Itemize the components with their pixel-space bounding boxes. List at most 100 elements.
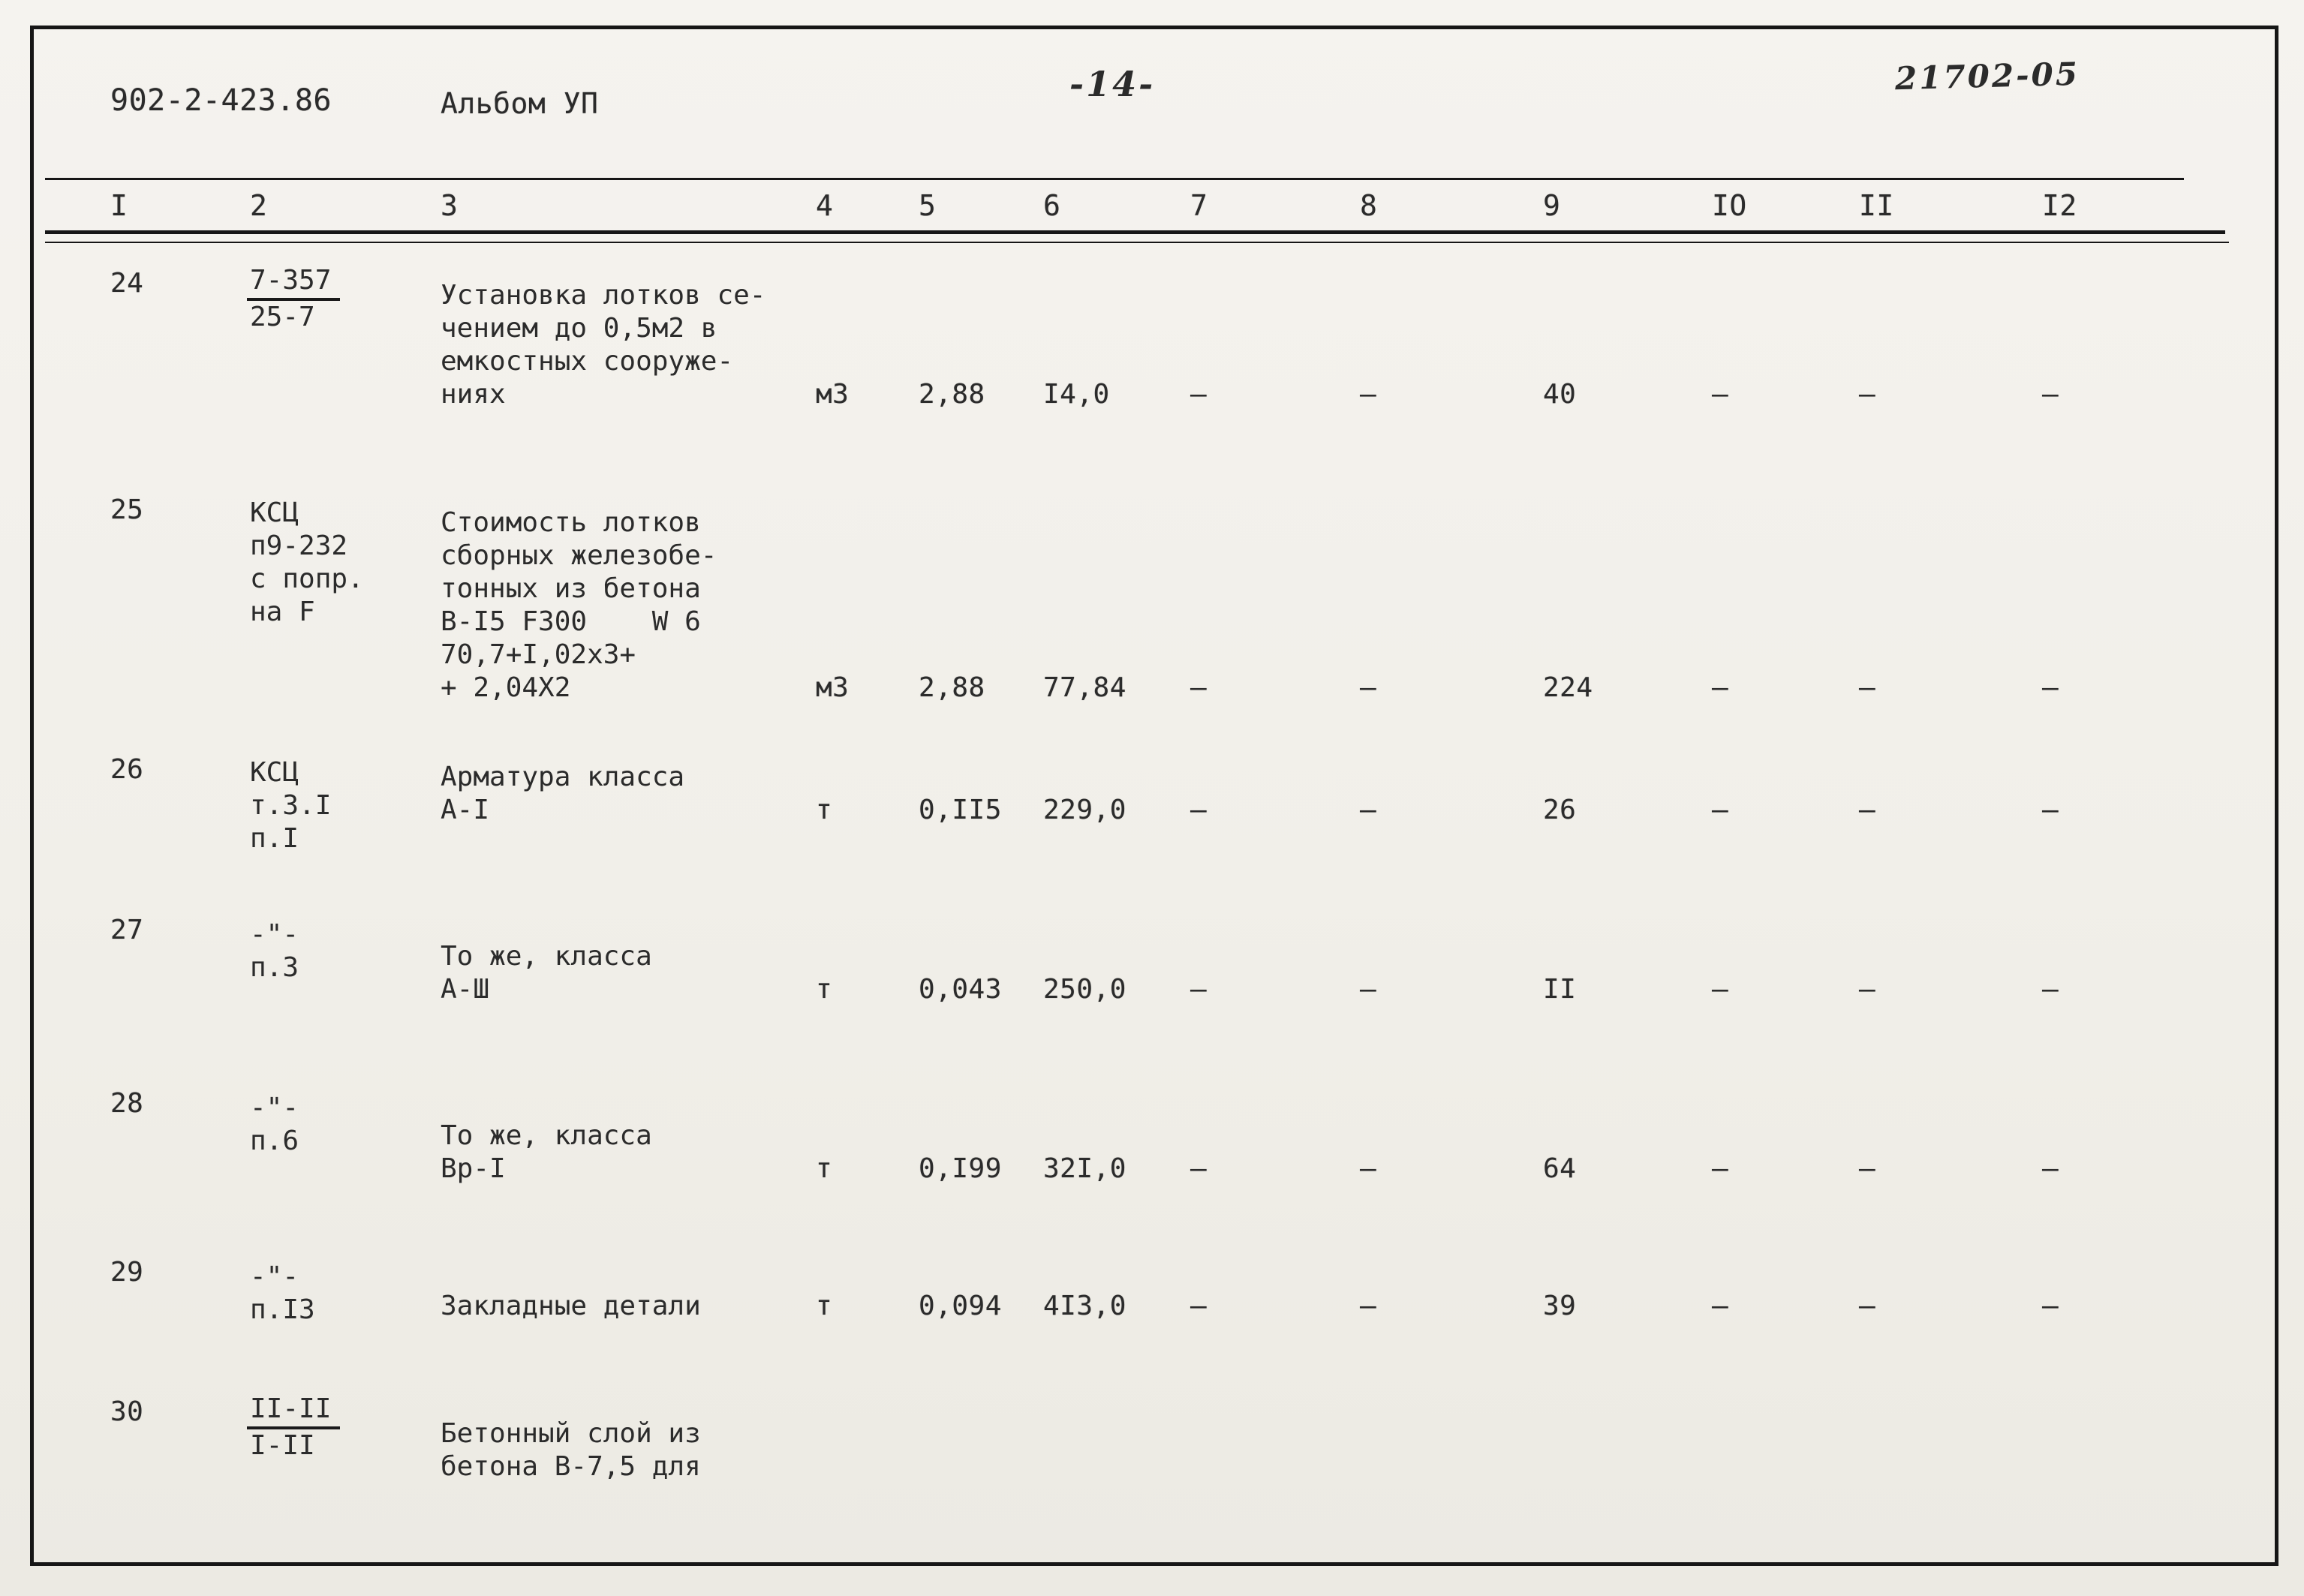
column-header: 8 <box>1360 189 1378 222</box>
row-description: Установка лотков се-чением до 0,5м2 в емк… <box>441 279 765 411</box>
ref-line: -"- <box>250 1261 299 1292</box>
value-cell: 2,88 <box>919 672 985 703</box>
unit-cell: м3 <box>816 379 850 410</box>
value-cell: – <box>1190 795 1208 825</box>
value-cell: 77,84 <box>1043 672 1126 703</box>
row-number: 30 <box>110 1396 144 1427</box>
ref-line: п.I3 <box>250 1294 315 1325</box>
ref-line: т.3.I <box>250 790 332 821</box>
unit-cell: т <box>816 1291 833 1321</box>
ref-line: на F <box>250 597 315 627</box>
column-header: 3 <box>441 189 459 222</box>
description-line: бетона В-7,5 для <box>441 1451 701 1482</box>
ref-line: -"- <box>250 919 299 950</box>
row-ref: 7-357 25-7 <box>247 264 341 334</box>
column-header: II <box>1859 189 1894 222</box>
value-cell: – <box>1360 974 1377 1005</box>
row-number: 24 <box>110 268 144 299</box>
description-line: Бетонный слой из <box>441 1418 701 1449</box>
ref-line: КСЦ <box>250 757 299 788</box>
value-cell: – <box>1859 1291 1876 1321</box>
ref-line: КСЦ <box>250 497 299 528</box>
row-description: То же, класса Вр-I <box>441 1120 652 1186</box>
row-number: 29 <box>110 1257 144 1288</box>
album-label: Альбом УП <box>441 87 599 120</box>
column-header: IO <box>1712 189 1747 222</box>
value-cell: – <box>2042 672 2059 703</box>
value-cell: 0,II5 <box>919 795 1002 825</box>
column-header: 7 <box>1190 189 1208 222</box>
ref-line: п.I <box>250 823 299 854</box>
unit-cell: т <box>816 795 833 825</box>
ref-line: II-II <box>247 1393 341 1429</box>
ref-line: I-II <box>250 1430 315 1461</box>
description-line: А-Ш <box>441 974 490 1005</box>
row-number: 25 <box>110 494 144 525</box>
ref-line: 25-7 <box>250 302 315 332</box>
header-rule-thick <box>45 230 2225 234</box>
ref-line: 7-357 <box>247 264 341 301</box>
value-cell: – <box>1859 795 1876 825</box>
value-cell: 64 <box>1543 1153 1577 1184</box>
column-header: 6 <box>1043 189 1061 222</box>
doc-number: 902-2-423.86 <box>110 83 332 118</box>
value-cell: 224 <box>1543 672 1593 703</box>
value-cell: – <box>1712 672 1729 703</box>
value-cell: – <box>2042 379 2059 410</box>
row-ref: КСЦ т.3.I п.I <box>250 756 331 855</box>
value-cell: – <box>2042 974 2059 1005</box>
row-ref: -"- п.3 <box>250 918 299 984</box>
value-cell: – <box>1190 379 1208 410</box>
description-line: Вр-I <box>441 1153 506 1184</box>
column-header: I <box>110 189 128 222</box>
description-line: Установка лотков се- <box>441 280 766 311</box>
value-cell: 39 <box>1543 1291 1577 1321</box>
value-cell: – <box>1712 1153 1729 1184</box>
description-line: То же, класса <box>441 941 652 972</box>
value-cell: – <box>1712 379 1729 410</box>
value-cell: 32I,0 <box>1043 1153 1126 1184</box>
ref-line: с попр. <box>250 564 364 594</box>
ref-line: -"- <box>250 1093 299 1123</box>
description-line: тонных из бетона <box>441 573 701 604</box>
ref-line: п.6 <box>250 1126 299 1156</box>
row-ref: -"- п.6 <box>250 1092 299 1158</box>
value-cell: 229,0 <box>1043 795 1126 825</box>
description-line: Закладные детали <box>441 1291 701 1321</box>
value-cell: I4,0 <box>1043 379 1110 410</box>
row-description: Бетонный слой из бетона В-7,5 для <box>441 1417 701 1483</box>
value-cell: 0,094 <box>919 1291 1002 1321</box>
description-line: ниях <box>441 379 506 410</box>
description-line: сборных железобе- <box>441 540 717 571</box>
value-cell: – <box>1859 672 1876 703</box>
value-cell: – <box>1859 1153 1876 1184</box>
value-cell: II <box>1543 974 1577 1005</box>
unit-cell: м3 <box>816 672 850 703</box>
value-cell: – <box>1712 974 1729 1005</box>
value-cell: 250,0 <box>1043 974 1126 1005</box>
row-number: 26 <box>110 754 144 785</box>
page-number: -14- <box>1069 64 1156 104</box>
value-cell: – <box>1360 795 1377 825</box>
row-description: Стоимость лотков сборных железобе-тонных … <box>441 506 717 705</box>
value-cell: – <box>1360 379 1377 410</box>
document-frame <box>30 26 2278 1566</box>
value-cell: 40 <box>1543 379 1577 410</box>
description-line: А-I <box>441 795 490 825</box>
row-ref: -"- п.I3 <box>250 1261 315 1327</box>
column-header: I2 <box>2042 189 2077 222</box>
row-ref: КСЦ п9-232 с попр. на F <box>250 497 364 629</box>
unit-cell: т <box>816 1153 833 1184</box>
value-cell: 26 <box>1543 795 1577 825</box>
description-line: чением до 0,5м2 в <box>441 313 717 344</box>
value-cell: – <box>1712 795 1729 825</box>
description-line: Стоимость лотков <box>441 507 701 538</box>
header-rule-thin <box>45 242 2229 243</box>
column-header: 2 <box>250 189 268 222</box>
row-description: То же, класса А-Ш <box>441 940 652 1006</box>
row-description: Арматура класса А-I <box>441 761 684 827</box>
value-cell: 0,I99 <box>919 1153 1002 1184</box>
value-cell: – <box>2042 1153 2059 1184</box>
unit-cell: т <box>816 974 833 1005</box>
row-number: 28 <box>110 1088 144 1119</box>
